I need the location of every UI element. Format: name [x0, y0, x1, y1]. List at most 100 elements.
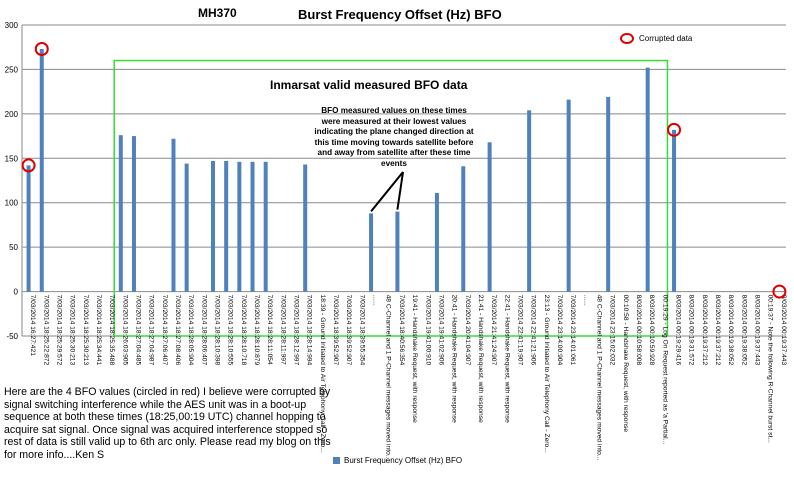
x-tick-label: 7/03/2014 16:27:421: [29, 295, 36, 357]
y-axis: -50 0 50 100 150 200 250 300: [5, 21, 23, 341]
bar: [434, 192, 439, 292]
x-tick-label: 8/03/2014 00:19:38:052: [727, 295, 734, 366]
arrow-line: [370, 171, 404, 213]
x-tick-label: 7/03/2014 18:25:35:488: [108, 295, 115, 366]
bar: [224, 160, 229, 292]
x-tick-label: 7/03/2014 18:28:06:407: [200, 295, 207, 366]
y-tick-label: 300: [5, 21, 19, 30]
y-tick-label: 250: [5, 65, 19, 74]
bar: [606, 96, 611, 292]
x-tick-label: 21:41 - Handshake Request, with response: [477, 295, 484, 424]
y-tick-label: 200: [5, 110, 19, 119]
corrupted-circle: [772, 284, 787, 299]
x-tick-label: 48 C-Channel and 1 P-Channel messages mo…: [596, 295, 603, 461]
x-tick-label: 8/03/2014 00:19:37:212: [714, 295, 721, 366]
x-tick-label: 7/03/2014 18:25:30:213: [69, 295, 76, 366]
x-tick-label: 7/03/2014 18:28:10:879: [253, 295, 260, 366]
x-tick-label: 7/03/2014 18:28:10:398: [214, 295, 221, 366]
bar: [369, 213, 374, 292]
x-tick-label: 7/03/2014 18:28:10:718: [240, 295, 247, 366]
y-tick-label: 50: [9, 243, 18, 252]
legend-swatch: [333, 457, 340, 464]
x-tick-label: ......: [582, 295, 589, 306]
x-tick-label: 7/03/2014 18:26:03:905: [121, 295, 128, 366]
x-tick-label: 7/03/2014 18:40:56:354: [398, 295, 405, 366]
x-tick-label: 8/03/2014 00:19:37:443: [754, 295, 761, 366]
x-tick-label: 8/03/2014 00:19:37:212: [701, 295, 708, 366]
bar: [461, 166, 466, 292]
x-tick-label: 7/03/2014 22:41:19:907: [516, 295, 523, 366]
x-tick-label: 22:41 - Handshake Request, with response: [503, 295, 510, 424]
x-tick-label: 7/03/2014 19:41:02:906: [437, 295, 444, 366]
x-tick-label: ......: [372, 295, 379, 306]
y-tick-label: -50: [6, 332, 18, 341]
bar: [131, 136, 136, 292]
x-tick-label: 7/03/2014 21:41:24:907: [490, 295, 497, 366]
x-tick-label: 7/03/2014 20:41:04:907: [464, 295, 471, 366]
chart-legend: Burst Frequency Offset (Hz) BFO: [333, 456, 462, 465]
bfo-lowest-note: BFO measured values on these times were …: [314, 106, 474, 168]
x-tick-label: 00:10:58 - Handshake Request, with respo…: [622, 295, 629, 433]
x-tick-label: 7/03/2014 18:28:14:994: [306, 295, 313, 366]
x-tick-label: 7/03/2014 18:27:04:987: [148, 295, 155, 366]
bar: [263, 161, 268, 292]
x-tick-label: 00:19:37 - Note the following R-Channel …: [767, 295, 774, 443]
x-tick-label: 7/03/2014 18:39:52:907: [332, 295, 339, 366]
corrupted-legend-label: Corrupted data: [639, 34, 693, 43]
bar: [395, 211, 400, 292]
bar-series: [26, 48, 677, 292]
turn-arrows: [370, 171, 404, 213]
x-tick-label: 7/03/2014 18:27:06:407: [161, 295, 168, 366]
x-tick-label: 7/03/2014 23:15:02:032: [609, 295, 616, 366]
bar: [672, 129, 677, 292]
bar: [26, 165, 31, 292]
x-tick-label: 7/03/2014 23:14:01:061: [569, 295, 576, 366]
x-tick-label: 7/03/2014 18:25:30:213: [82, 295, 89, 366]
bar: [527, 110, 532, 292]
corrupted-circle: [667, 122, 682, 137]
bar: [237, 161, 242, 292]
gridlines: [22, 24, 786, 337]
bar: [39, 48, 44, 292]
x-tick-label: 8/03/2014 00:10:59:928: [648, 295, 655, 366]
bar: [118, 135, 123, 292]
x-tick-label: 7/03/2014 18:25:34:441: [95, 295, 102, 366]
x-tick-label: 7/03/2014 22:41:21:906: [530, 295, 537, 366]
y-tick-label: 100: [5, 199, 19, 208]
x-tick-label: 7/03/2014 18:28:05:904: [187, 295, 194, 366]
corrupted-circle: [34, 41, 49, 56]
valid-bfo-box: [113, 59, 669, 337]
x-tick-label: 18:39 - Ground Initiated to Air Telephon…: [319, 295, 326, 453]
x-axis-labels: 7/03/2014 16:27:421 7/03/2014 18:25:22:87…: [29, 295, 787, 461]
bar: [171, 138, 176, 292]
legend-label: Burst Frequency Offset (Hz) BFO: [344, 456, 463, 465]
corrupted-circle: [21, 158, 36, 173]
x-tick-label: 8/03/2014 00:10:58:008: [635, 295, 642, 366]
x-tick-label: 23:13 - Ground Initiated to Air Telephon…: [543, 295, 550, 453]
bar: [645, 67, 650, 292]
x-tick-label: 7/03/2014 18:39:52:907: [345, 295, 352, 366]
x-tick-label: 8/03/2014 00:19:31:572: [688, 295, 695, 366]
x-tick-label: 48 C-Channel and 1 P-Channel messages mo…: [385, 295, 392, 461]
x-tick-label: 20:41 - Handshake Request, with response: [451, 295, 458, 424]
chart-left-title: MH370: [198, 6, 237, 20]
red-circle-icon: [620, 33, 634, 44]
x-tick-label: 7/03/2014 23:14:00:904: [556, 295, 563, 366]
x-tick-label: 8/03/2014 00:19:38:052: [740, 295, 747, 366]
bar: [184, 163, 189, 292]
inmarsat-valid-label: Inmarsat valid measured BFO data: [270, 78, 468, 92]
x-tick-label: 7/03/2014 19:41:00:910: [424, 295, 431, 366]
x-tick-label: 7/03/2014 18:27:08:406: [174, 295, 181, 366]
corrupted-legend: Corrupted data: [620, 33, 692, 44]
x-tick-label: 7/03/2014 18:28:12:997: [293, 295, 300, 366]
bar: [303, 164, 308, 292]
measured-bfo-box: [113, 59, 669, 337]
x-tick-label: 8/03/2014 00:19:37:443: [780, 295, 787, 366]
x-tick-label: 7/03/2014 18:25:29:572: [55, 295, 62, 366]
x-tick-label: 7/03/2014 18:25:22:872: [42, 295, 49, 366]
x-tick-label: 00:19:29 - Log On Request reported as 'a…: [661, 295, 668, 445]
chart-title: Burst Frequency Offset (Hz) BFO: [298, 7, 502, 22]
y-tick-label: 150: [5, 154, 19, 163]
corrupted-circles: [21, 41, 787, 299]
